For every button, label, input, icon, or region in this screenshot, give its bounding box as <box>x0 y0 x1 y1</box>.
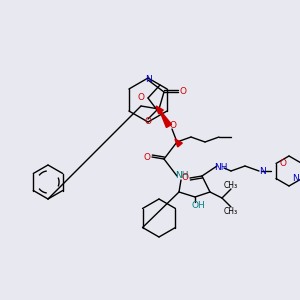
Text: O: O <box>143 152 151 161</box>
Text: CH₃: CH₃ <box>224 206 238 215</box>
Polygon shape <box>175 139 182 147</box>
Text: O: O <box>169 121 176 130</box>
Text: N: N <box>145 74 152 83</box>
Text: NH: NH <box>175 170 189 179</box>
Polygon shape <box>156 106 163 114</box>
Text: N: N <box>292 174 299 183</box>
Text: O: O <box>182 173 188 182</box>
Text: O: O <box>179 88 187 97</box>
Text: O: O <box>145 116 152 125</box>
Text: N: N <box>260 167 266 176</box>
Text: CH₃: CH₃ <box>224 181 238 190</box>
Polygon shape <box>159 109 172 128</box>
Text: OH: OH <box>191 200 205 209</box>
Text: O: O <box>279 159 286 168</box>
Text: NH: NH <box>214 164 228 172</box>
Text: O: O <box>138 94 145 103</box>
